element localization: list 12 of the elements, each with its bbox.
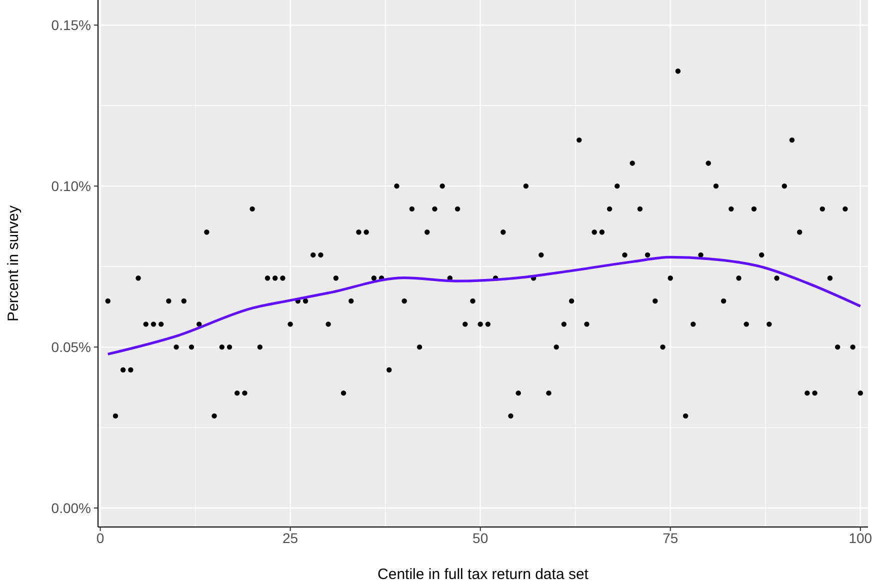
y-tick-label: 0.10% xyxy=(51,178,91,194)
y-axis-title: Percent in survey xyxy=(5,205,22,322)
y-tick-label: 0.05% xyxy=(51,339,91,356)
x-axis-title: Centile in full tax return data set xyxy=(378,566,590,583)
x-tick-label: 0 xyxy=(96,530,104,546)
y-tick-label: 0.15% xyxy=(51,17,91,34)
x-tick-label: 75 xyxy=(662,530,678,546)
x-tick-label: 100 xyxy=(848,530,872,546)
x-tick-label: 25 xyxy=(282,530,298,546)
x-tick-label: 50 xyxy=(472,530,488,546)
line-series xyxy=(106,256,862,356)
y-tick-label: 0.00% xyxy=(51,500,91,516)
